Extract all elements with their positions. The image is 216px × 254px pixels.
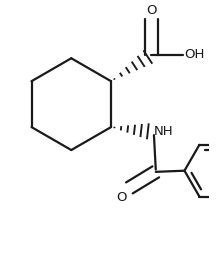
Text: NH: NH [154,125,173,138]
Text: O: O [117,191,127,204]
Text: O: O [146,4,156,18]
Text: OH: OH [184,48,205,61]
